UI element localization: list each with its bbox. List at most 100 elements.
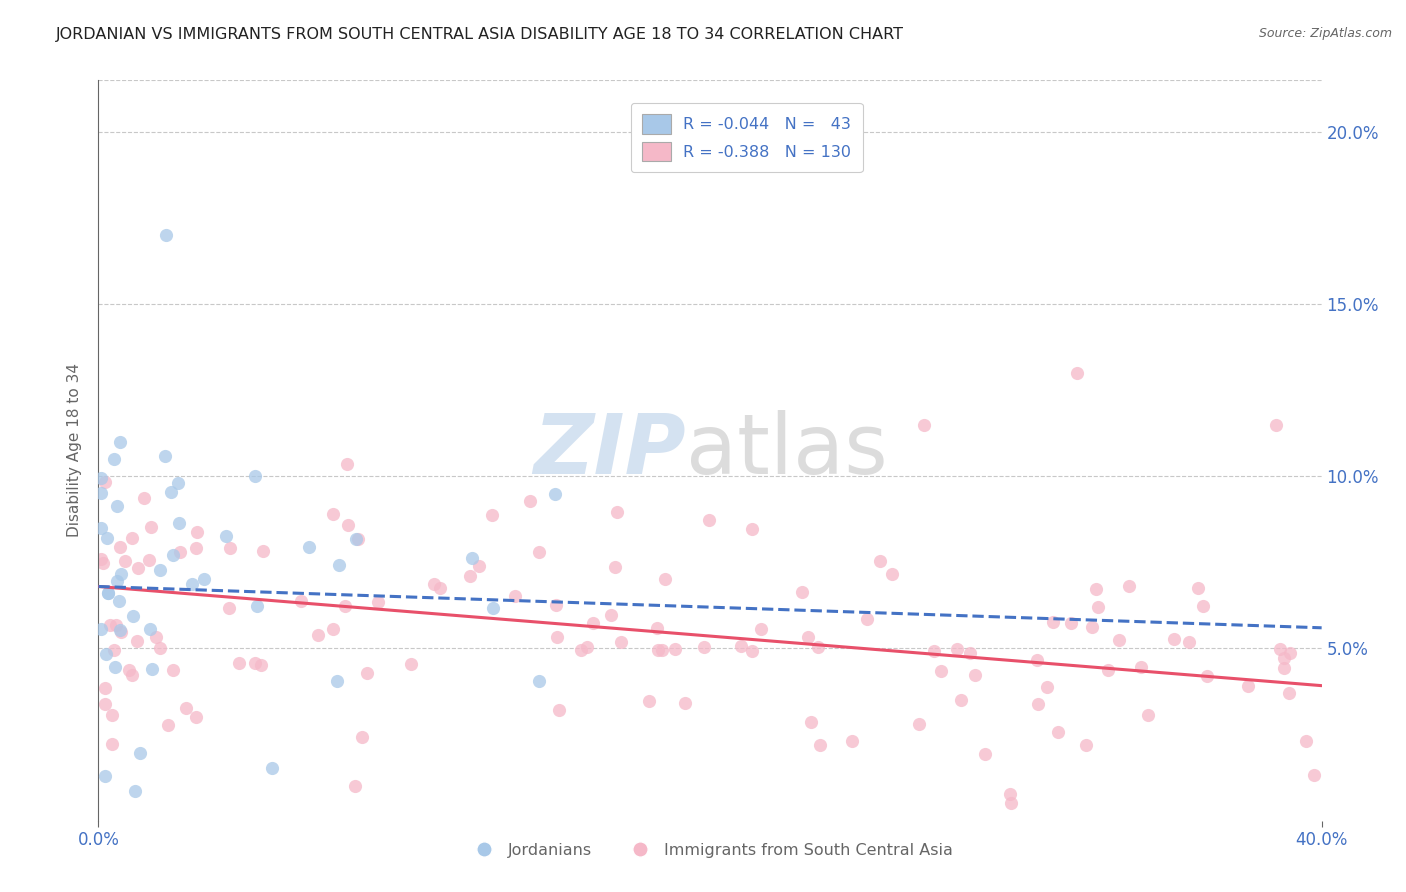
Point [96,531,118,545]
Point [193,572,215,586]
Point [1295,733,1317,747]
Point [184,541,207,555]
Point [322,508,344,522]
Point [367,595,389,609]
Point [610,635,633,649]
Point [1108,633,1130,648]
Point [356,666,378,681]
Point [922,644,945,658]
Point [160,484,183,499]
Point [103,643,125,657]
Point [214,529,236,543]
Text: atlas: atlas [686,410,887,491]
Point [121,531,143,545]
Point [1026,697,1049,711]
Point [697,513,720,527]
Point [307,628,329,642]
Point [544,487,567,501]
Point [1274,651,1296,665]
Point [347,532,370,546]
Point [290,594,312,608]
Point [94,681,117,695]
Point [219,541,242,556]
Point [569,643,592,657]
Point [1085,582,1108,597]
Point [104,660,127,674]
Point [651,643,673,657]
Point [134,491,156,505]
Point [110,624,132,639]
Point [350,731,373,745]
Point [122,609,145,624]
Point [673,696,696,710]
Point [108,541,131,555]
Point [162,663,184,677]
Point [647,643,669,657]
Point [228,656,250,670]
Point [582,615,605,630]
Point [1087,600,1109,615]
Point [335,599,357,613]
Text: ZIP: ZIP [533,410,686,491]
Point [186,524,208,539]
Point [337,517,360,532]
Point [155,228,177,243]
Point [245,469,267,483]
Point [1137,708,1160,723]
Point [169,545,191,559]
Point [110,566,132,581]
Point [124,783,146,797]
Point [1026,653,1049,667]
Point [546,630,568,644]
Point [94,769,117,783]
Point [1097,663,1119,677]
Point [252,544,274,558]
Point [1042,615,1064,629]
Point [186,709,208,723]
Point [790,585,813,599]
Point [741,644,763,658]
Point [243,656,266,670]
Point [730,639,752,653]
Point [1081,620,1104,634]
Point [105,499,128,513]
Point [125,633,148,648]
Point [149,640,172,655]
Point [157,718,180,732]
Point [880,566,903,581]
Point [1192,599,1215,613]
Point [959,646,981,660]
Point [422,576,444,591]
Point [1177,635,1199,649]
Point [343,779,366,793]
Point [429,581,451,595]
Point [139,520,162,534]
Point [121,667,143,681]
Point [637,694,659,708]
Point [167,516,190,531]
Legend: Jordanians, Immigrants from South Central Asia: Jordanians, Immigrants from South Centra… [461,837,959,864]
Point [693,640,716,654]
Point [800,714,823,729]
Point [108,434,131,449]
Point [808,738,831,752]
Point [974,747,997,761]
Point [1268,641,1291,656]
Point [93,697,115,711]
Point [138,552,160,566]
Point [344,532,367,546]
Point [298,540,321,554]
Point [1129,660,1152,674]
Point [90,520,112,534]
Point [110,623,132,637]
Point [90,486,112,500]
Point [90,471,112,485]
Point [118,663,141,677]
Point [1187,581,1209,595]
Point [250,658,273,673]
Point [328,558,350,572]
Point [519,493,541,508]
Point [138,622,160,636]
Point [664,641,686,656]
Point [114,554,136,568]
